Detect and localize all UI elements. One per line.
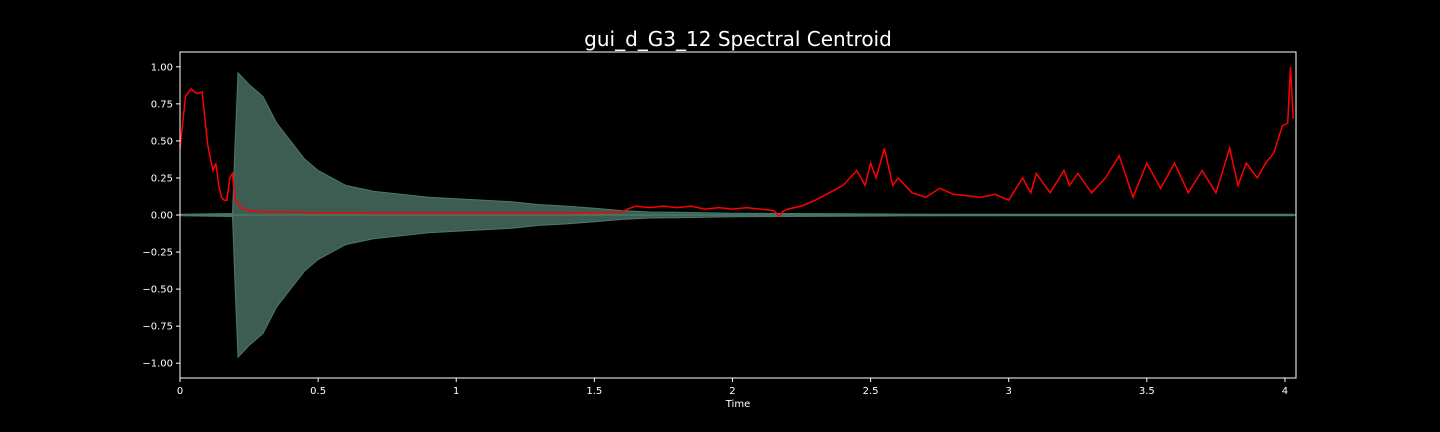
x-tick-label: 3.5 <box>1139 386 1155 397</box>
x-tick-label: 1.5 <box>586 386 602 397</box>
y-tick-label: 0.75 <box>151 99 173 110</box>
x-tick-label: 0 <box>177 386 183 397</box>
x-tick-label: 4 <box>1282 386 1288 397</box>
x-axis: 0 0.5 1 1.5 2 2.5 3 3.5 4 <box>177 378 1288 397</box>
x-tick-label: 1 <box>453 386 459 397</box>
spectral-centroid-line <box>179 66 1294 218</box>
y-tick-label: −0.50 <box>142 285 173 296</box>
y-axis: 1.00 0.75 0.50 0.25 0.00 −0.25 −0.50 −0.75 −1.00 <box>142 62 180 370</box>
x-tick-label: 3 <box>1006 386 1012 397</box>
y-tick-label: −0.75 <box>142 322 173 333</box>
y-tick-label: 0.00 <box>151 211 173 222</box>
y-tick-label: 0.50 <box>151 136 173 147</box>
x-axis-label: Time <box>725 399 750 410</box>
plot-area <box>179 66 1296 359</box>
y-tick-label: 0.25 <box>151 173 173 184</box>
x-tick-label: 0.5 <box>310 386 326 397</box>
y-tick-label: −0.25 <box>142 248 173 259</box>
y-tick-label: 1.00 <box>151 62 173 73</box>
y-tick-label: −1.00 <box>142 359 173 370</box>
x-tick-label: 2.5 <box>863 386 879 397</box>
chart-title: gui_d_G3_12 Spectral Centroid <box>584 27 892 51</box>
x-tick-label: 2 <box>729 386 735 397</box>
